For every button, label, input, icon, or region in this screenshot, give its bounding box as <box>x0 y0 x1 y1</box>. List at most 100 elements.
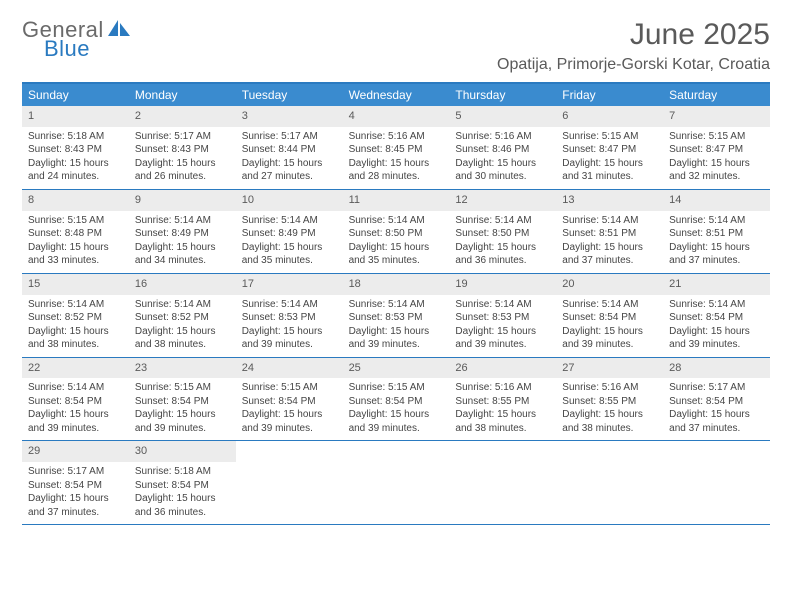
daylight-text-2: and 39 minutes. <box>562 338 657 352</box>
sunrise-text: Sunrise: 5:14 AM <box>349 214 444 228</box>
day-cell: 30Sunrise: 5:18 AMSunset: 8:54 PMDayligh… <box>129 441 236 524</box>
logo-text-blue: Blue <box>44 38 132 60</box>
day-details: Sunrise: 5:14 AMSunset: 8:54 PMDaylight:… <box>663 295 770 357</box>
week-row: 29Sunrise: 5:17 AMSunset: 8:54 PMDayligh… <box>22 441 770 525</box>
sunset-text: Sunset: 8:54 PM <box>242 395 337 409</box>
day-number: 26 <box>449 358 556 379</box>
sunrise-text: Sunrise: 5:16 AM <box>349 130 444 144</box>
day-number: 14 <box>663 190 770 211</box>
daylight-text-1: Daylight: 15 hours <box>455 325 550 339</box>
sunrise-text: Sunrise: 5:15 AM <box>242 381 337 395</box>
day-number: 1 <box>22 106 129 127</box>
day-number: 5 <box>449 106 556 127</box>
day-cell: 10Sunrise: 5:14 AMSunset: 8:49 PMDayligh… <box>236 190 343 273</box>
day-number: 11 <box>343 190 450 211</box>
day-cell: 13Sunrise: 5:14 AMSunset: 8:51 PMDayligh… <box>556 190 663 273</box>
daylight-text-1: Daylight: 15 hours <box>242 241 337 255</box>
day-header: Sunday <box>22 84 129 106</box>
daylight-text-2: and 37 minutes. <box>28 506 123 520</box>
day-details: Sunrise: 5:14 AMSunset: 8:54 PMDaylight:… <box>556 295 663 357</box>
daylight-text-2: and 38 minutes. <box>28 338 123 352</box>
day-details: Sunrise: 5:18 AMSunset: 8:54 PMDaylight:… <box>129 462 236 524</box>
sunset-text: Sunset: 8:44 PM <box>242 143 337 157</box>
sunset-text: Sunset: 8:52 PM <box>28 311 123 325</box>
sunrise-text: Sunrise: 5:15 AM <box>135 381 230 395</box>
day-cell: 12Sunrise: 5:14 AMSunset: 8:50 PMDayligh… <box>449 190 556 273</box>
week-row: 8Sunrise: 5:15 AMSunset: 8:48 PMDaylight… <box>22 190 770 274</box>
daylight-text-1: Daylight: 15 hours <box>562 325 657 339</box>
day-number: 4 <box>343 106 450 127</box>
day-details: Sunrise: 5:14 AMSunset: 8:54 PMDaylight:… <box>22 378 129 440</box>
sunrise-text: Sunrise: 5:14 AM <box>349 298 444 312</box>
sunset-text: Sunset: 8:54 PM <box>28 395 123 409</box>
daylight-text-2: and 27 minutes. <box>242 170 337 184</box>
day-details: Sunrise: 5:14 AMSunset: 8:53 PMDaylight:… <box>343 295 450 357</box>
daylight-text-1: Daylight: 15 hours <box>135 325 230 339</box>
sunrise-text: Sunrise: 5:14 AM <box>242 214 337 228</box>
day-cell: 20Sunrise: 5:14 AMSunset: 8:54 PMDayligh… <box>556 274 663 357</box>
daylight-text-1: Daylight: 15 hours <box>28 325 123 339</box>
sunrise-text: Sunrise: 5:14 AM <box>562 214 657 228</box>
day-header: Saturday <box>663 84 770 106</box>
day-details: Sunrise: 5:15 AMSunset: 8:54 PMDaylight:… <box>129 378 236 440</box>
day-number: 30 <box>129 441 236 462</box>
day-details: Sunrise: 5:14 AMSunset: 8:52 PMDaylight:… <box>22 295 129 357</box>
day-details: Sunrise: 5:16 AMSunset: 8:46 PMDaylight:… <box>449 127 556 189</box>
daylight-text-1: Daylight: 15 hours <box>135 241 230 255</box>
day-details: Sunrise: 5:14 AMSunset: 8:52 PMDaylight:… <box>129 295 236 357</box>
daylight-text-1: Daylight: 15 hours <box>562 157 657 171</box>
sunset-text: Sunset: 8:49 PM <box>135 227 230 241</box>
empty-cell <box>449 441 556 524</box>
day-cell: 22Sunrise: 5:14 AMSunset: 8:54 PMDayligh… <box>22 358 129 441</box>
sunrise-text: Sunrise: 5:16 AM <box>455 130 550 144</box>
daylight-text-1: Daylight: 15 hours <box>455 157 550 171</box>
day-cell: 24 Sunrise: 5:15 AMSunset: 8:54 PMDayligh… <box>236 358 343 441</box>
sunset-text: Sunset: 8:50 PM <box>455 227 550 241</box>
day-header: Wednesday <box>343 84 450 106</box>
day-cell: 14Sunrise: 5:14 AMSunset: 8:51 PMDayligh… <box>663 190 770 273</box>
daylight-text-2: and 37 minutes. <box>562 254 657 268</box>
daylight-text-2: and 38 minutes. <box>455 422 550 436</box>
day-details: Sunrise: 5:17 AMSunset: 8:43 PMDaylight:… <box>129 127 236 189</box>
sunset-text: Sunset: 8:51 PM <box>562 227 657 241</box>
day-details: Sunrise: 5:14 AMSunset: 8:51 PMDaylight:… <box>663 211 770 273</box>
daylight-text-2: and 30 minutes. <box>455 170 550 184</box>
daylight-text-1: Daylight: 15 hours <box>349 408 444 422</box>
daylight-text-1: Daylight: 15 hours <box>28 408 123 422</box>
daylight-text-2: and 39 minutes. <box>242 422 337 436</box>
day-cell: 8Sunrise: 5:15 AMSunset: 8:48 PMDaylight… <box>22 190 129 273</box>
day-cell: 15Sunrise: 5:14 AMSunset: 8:52 PMDayligh… <box>22 274 129 357</box>
daylight-text-1: Daylight: 15 hours <box>242 408 337 422</box>
month-title: June 2025 <box>497 18 770 52</box>
empty-cell <box>663 441 770 524</box>
day-details: Sunrise: 5:17 AMSunset: 8:54 PMDaylight:… <box>22 462 129 524</box>
sunset-text: Sunset: 8:43 PM <box>28 143 123 157</box>
day-cell: 25Sunrise: 5:15 AMSunset: 8:54 PMDayligh… <box>343 358 450 441</box>
day-number: 17 <box>236 274 343 295</box>
calendar-page: General Blue June 2025 Opatija, Primorje… <box>0 0 792 543</box>
daylight-text-2: and 26 minutes. <box>135 170 230 184</box>
sunset-text: Sunset: 8:54 PM <box>28 479 123 493</box>
sunrise-text: Sunrise: 5:14 AM <box>455 298 550 312</box>
day-cell: 28Sunrise: 5:17 AMSunset: 8:54 PMDayligh… <box>663 358 770 441</box>
day-cell: 7Sunrise: 5:15 AMSunset: 8:47 PMDaylight… <box>663 106 770 189</box>
day-header: Monday <box>129 84 236 106</box>
sunrise-text: Sunrise: 5:14 AM <box>28 381 123 395</box>
daylight-text-2: and 39 minutes. <box>349 422 444 436</box>
sunset-text: Sunset: 8:53 PM <box>349 311 444 325</box>
daylight-text-1: Daylight: 15 hours <box>242 325 337 339</box>
day-details: Sunrise: 5:15 AMSunset: 8:47 PMDaylight:… <box>663 127 770 189</box>
day-number: 23 <box>129 358 236 379</box>
day-cell: 18Sunrise: 5:14 AMSunset: 8:53 PMDayligh… <box>343 274 450 357</box>
day-number: 6 <box>556 106 663 127</box>
sunrise-text: Sunrise: 5:15 AM <box>562 130 657 144</box>
day-number: 8 <box>22 190 129 211</box>
daylight-text-1: Daylight: 15 hours <box>349 241 444 255</box>
daylight-text-2: and 24 minutes. <box>28 170 123 184</box>
sunrise-text: Sunrise: 5:14 AM <box>669 214 764 228</box>
daylight-text-1: Daylight: 15 hours <box>669 408 764 422</box>
sunrise-text: Sunrise: 5:14 AM <box>135 214 230 228</box>
day-header: Thursday <box>449 84 556 106</box>
day-number: 24 <box>236 358 343 379</box>
daylight-text-1: Daylight: 15 hours <box>28 157 123 171</box>
